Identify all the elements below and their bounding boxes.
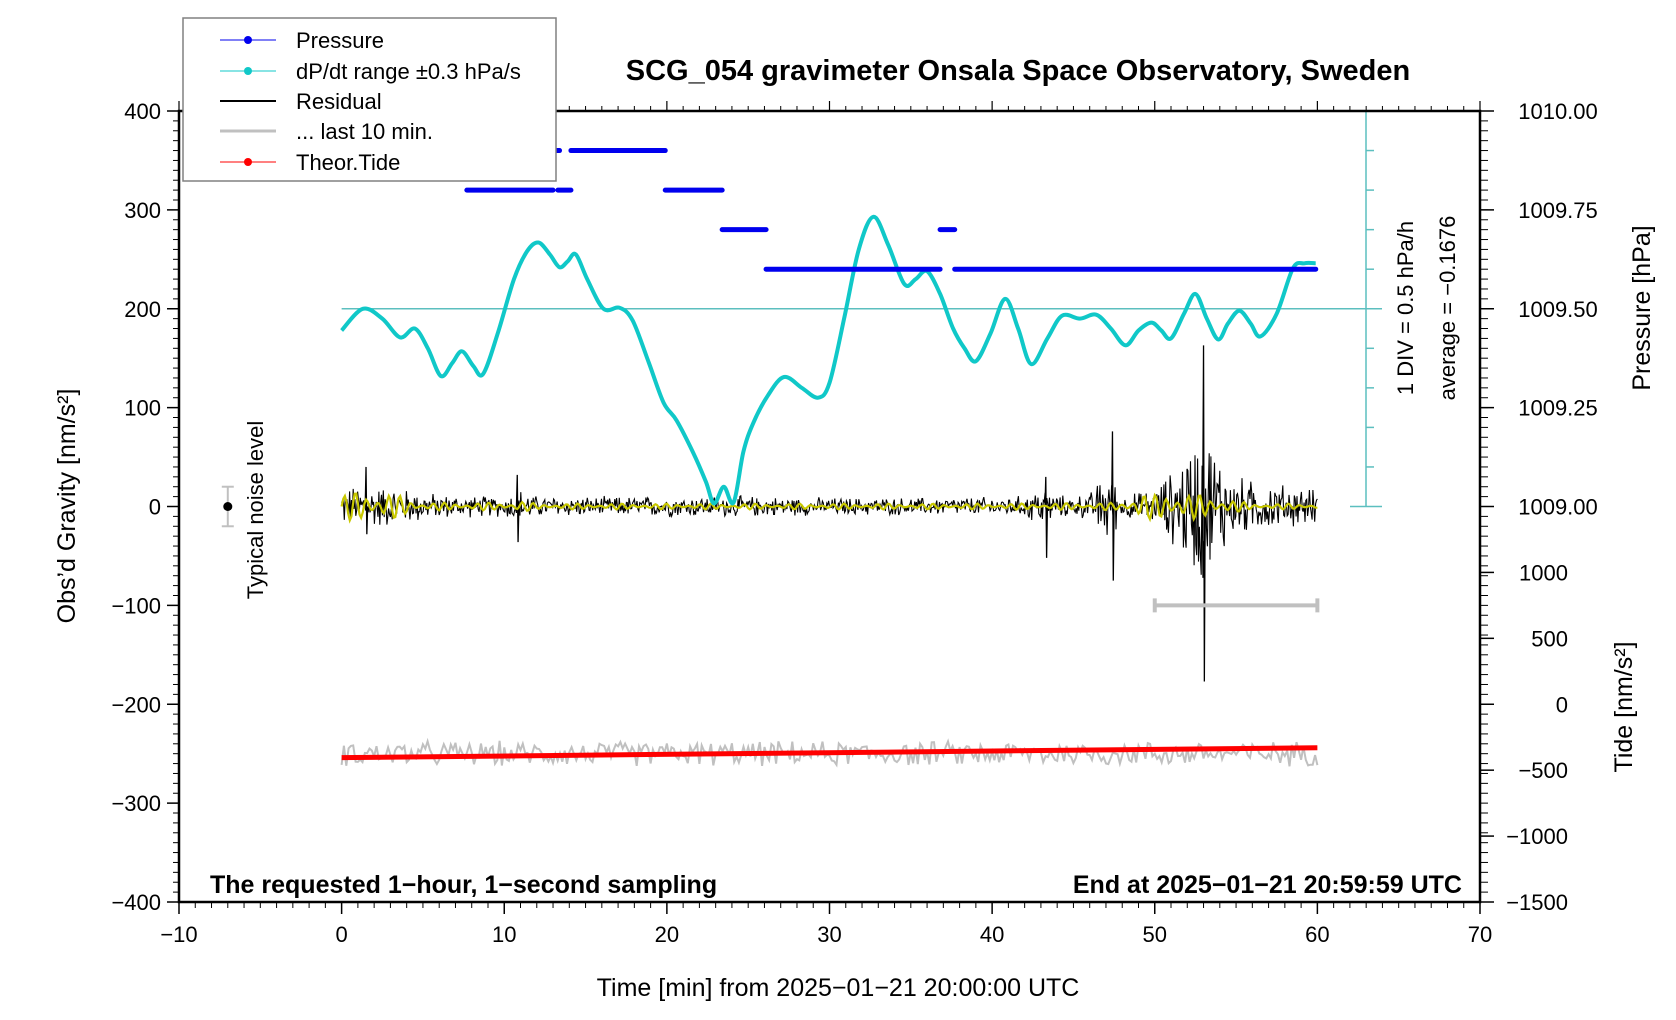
x-tick-label: 20	[655, 922, 679, 947]
y-tick-label: 400	[124, 99, 161, 124]
tide-tick-label: −1000	[1506, 824, 1568, 849]
legend-entry-pressure: Pressure	[220, 28, 384, 53]
tide-tick-label: 1000	[1519, 560, 1568, 585]
legend-box	[182, 17, 557, 182]
residual-series	[341, 345, 1318, 682]
svg-text:... last 10 min.: ... last 10 min.	[296, 119, 433, 144]
last-10-min-line	[340, 737, 1319, 768]
y-tick-label: −200	[111, 692, 161, 717]
dpdt-line	[340, 214, 1316, 506]
y-axis-title-tide: Tide [nm/s²]	[1610, 641, 1638, 772]
x-tick-label: 60	[1305, 922, 1329, 947]
legend-entry-tide: Theor.Tide	[220, 150, 400, 175]
x-tick-label: 40	[980, 922, 1004, 947]
tide-tick-label: 0	[1556, 692, 1568, 717]
dpdt-scale-label: 1 DIV = 0.5 hPa/h	[1393, 221, 1418, 395]
tide-tick-label: 500	[1531, 626, 1568, 651]
x-axis-title: Time [min] from 2025−01−21 20:00:00 UTC	[597, 974, 1080, 1002]
svg-text:Theor.Tide: Theor.Tide	[296, 150, 400, 175]
y-axis-title-pressure: Pressure [hPa]	[1628, 225, 1656, 390]
residual-line	[341, 453, 1318, 578]
axes: −10 0 10 20 30 40 50 60 704003002001000−100−200−…	[111, 99, 1597, 947]
x-tick-label: −10	[160, 922, 197, 947]
y-tick-label: −300	[111, 791, 161, 816]
svg-text:Residual: Residual	[296, 89, 382, 114]
filtered-residual-line	[340, 492, 1318, 524]
x-tick-label: 10	[492, 922, 516, 947]
y-tick-label: 200	[124, 297, 161, 322]
legend-entry-residual: Residual	[220, 89, 382, 114]
theor-tide-series	[341, 745, 1318, 761]
svg-text:dP/dt range ±0.3 hPa/s: dP/dt range ±0.3 hPa/s	[296, 59, 521, 84]
tide-tick-label: −1500	[1506, 890, 1568, 915]
svg-text:Pressure: Pressure	[296, 28, 384, 53]
end-time-note: End at 2025−01−21 20:59:59 UTC	[1073, 871, 1462, 899]
x-tick-label: 0	[336, 922, 348, 947]
y-tick-label: −400	[111, 890, 161, 915]
filtered-residual-series	[340, 492, 1318, 524]
x-tick-label: 70	[1468, 922, 1492, 947]
annotation-marks	[221, 485, 1320, 613]
legend-marker-pressure	[244, 36, 252, 44]
pressure-tick-label: 1009.00	[1518, 495, 1598, 520]
pressure-tick-label: 1010.00	[1518, 99, 1598, 124]
y-tick-label: 300	[124, 198, 161, 223]
y-tick-label: 100	[124, 396, 161, 421]
x-tick-label: 30	[817, 922, 841, 947]
tide-tick-label: −500	[1518, 758, 1568, 783]
y-axis-title-left: Obs’d Gravity [nm/s²]	[53, 389, 81, 624]
pressure-tick-label: 1009.25	[1518, 396, 1598, 421]
legend-marker-dpdt	[244, 67, 252, 75]
legend-entry-dpdt: dP/dt range ±0.3 hPa/s	[220, 59, 521, 84]
sampling-note: The requested 1−hour, 1−second sampling	[210, 871, 717, 899]
dpdt-average-label: average = −0.1676	[1435, 216, 1460, 401]
dpdt-series	[340, 214, 1316, 506]
legend-marker-tide	[244, 158, 252, 166]
chart-title: SCG_054 gravimeter Onsala Space Observat…	[626, 55, 1410, 87]
pressure-tick-label: 1009.75	[1518, 198, 1598, 223]
x-tick-label: 50	[1143, 922, 1167, 947]
noise-level-label: Typical noise level	[243, 421, 268, 600]
noise-marker	[223, 502, 233, 511]
legend: Pressure dP/dt range ±0.3 hPa/s Residual…	[182, 17, 557, 182]
y-tick-label: 0	[149, 495, 161, 520]
last-10-min-series	[340, 737, 1319, 768]
tide-line	[341, 745, 1318, 761]
y-tick-label: −100	[111, 593, 161, 618]
residual-spike	[1044, 476, 1049, 558]
pressure-tick-label: 1009.50	[1518, 297, 1598, 322]
legend-entry-last10: ... last 10 min.	[220, 119, 433, 144]
